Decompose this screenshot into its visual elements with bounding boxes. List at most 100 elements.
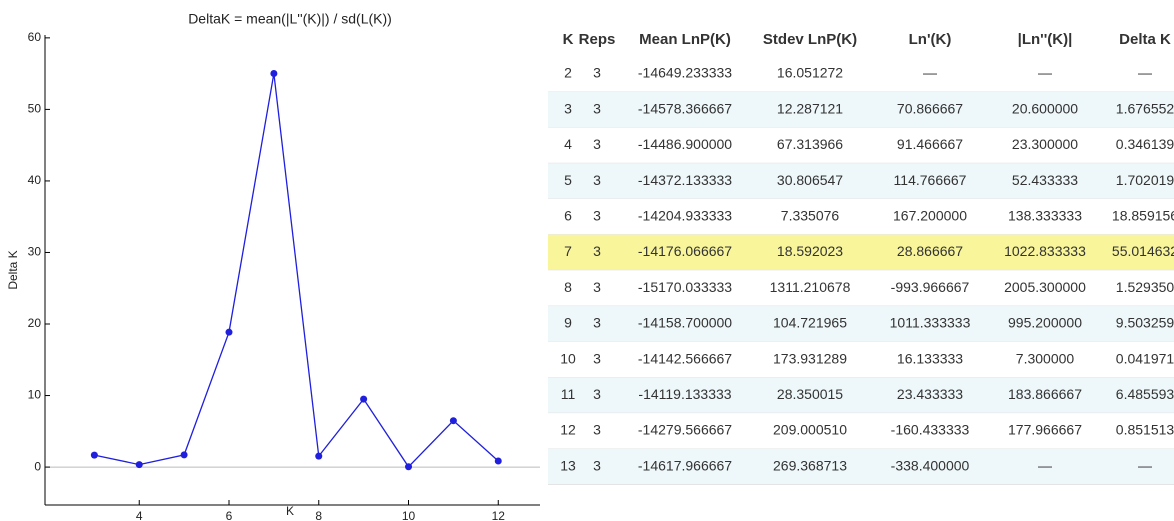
table-cell: 67.313966 xyxy=(777,136,843,152)
x-tick-label: 10 xyxy=(402,509,416,521)
table-row xyxy=(548,234,1174,271)
table-cell: -14617.966667 xyxy=(638,457,732,473)
table-cell: -14649.233333 xyxy=(638,65,732,81)
table-header: Reps xyxy=(579,31,616,48)
table-cell: 104.721965 xyxy=(773,315,847,331)
table-cell: 1022.833333 xyxy=(1004,243,1086,259)
table-cell: 173.931289 xyxy=(773,350,847,366)
table-cell: 5 xyxy=(564,172,572,188)
x-tick-label: 4 xyxy=(136,509,143,521)
table-cell: 4 xyxy=(564,136,572,152)
table-cell: 177.966667 xyxy=(1008,422,1082,438)
table-cell: 11 xyxy=(561,386,576,402)
table-cell: 9.503259 xyxy=(1116,315,1174,331)
chart-title: DeltaK = mean(|L''(K)|) / sd(L(K)) xyxy=(188,11,392,27)
x-tick-label: 12 xyxy=(492,509,506,521)
table-cell: 28.866667 xyxy=(897,243,963,259)
table-row xyxy=(548,306,1174,342)
table-cell: 1011.333333 xyxy=(890,315,971,331)
table-row xyxy=(548,198,1174,235)
table-cell: 1.702019 xyxy=(1116,172,1174,188)
table-row xyxy=(548,91,1174,128)
x-tick-label: 8 xyxy=(315,509,322,521)
table-cell: 16.051272 xyxy=(777,65,843,81)
table-cell: 3 xyxy=(593,172,601,188)
table-cell: 2 xyxy=(564,65,572,81)
table-cell: 3 xyxy=(593,100,601,116)
table-cell: 30.806547 xyxy=(777,172,843,188)
table-cell: -14119.133333 xyxy=(638,386,731,402)
table-cell: 3 xyxy=(593,350,601,366)
table-cell: — xyxy=(1038,457,1052,473)
table-header: Ln'(K) xyxy=(909,31,952,48)
table-row xyxy=(548,377,1174,414)
table-header: Mean LnP(K) xyxy=(639,31,731,48)
table-cell: 9 xyxy=(564,315,572,331)
y-tick-label: 50 xyxy=(28,102,42,116)
y-tick-label: 10 xyxy=(28,388,42,402)
table-cell: 18.859156 xyxy=(1112,208,1174,224)
table-cell: 1.676552 xyxy=(1116,100,1174,116)
point xyxy=(360,395,368,403)
table-row xyxy=(548,127,1174,164)
table-cell: 6 xyxy=(564,208,572,224)
table-header: |Ln''(K)| xyxy=(1018,31,1073,48)
table-cell: 3 xyxy=(593,422,601,438)
table-cell: 12.287121 xyxy=(777,100,843,116)
table-header: Delta K xyxy=(1119,31,1171,48)
point xyxy=(225,328,233,336)
table-cell: 167.200000 xyxy=(893,208,967,224)
table-row xyxy=(548,448,1174,485)
table-cell: 28.350015 xyxy=(777,386,843,402)
table-cell: 1.529350 xyxy=(1116,279,1174,295)
table-cell: 2005.300000 xyxy=(1004,279,1086,295)
table-cell: 8 xyxy=(564,279,572,295)
point xyxy=(270,70,278,78)
point xyxy=(494,457,502,465)
table-header: K xyxy=(563,31,574,48)
point xyxy=(449,417,457,425)
x-axis-label: K xyxy=(286,504,294,518)
table-cell: 3 xyxy=(593,315,601,331)
table-cell: — xyxy=(923,65,937,81)
table-cell: — xyxy=(1138,457,1152,473)
point xyxy=(315,452,323,460)
table-cell: -14158.700000 xyxy=(638,315,732,331)
table-cell: — xyxy=(1138,65,1152,81)
table-cell: 0.346139 xyxy=(1116,136,1174,152)
table-cell: 3 xyxy=(593,279,601,295)
y-tick-label: 20 xyxy=(28,316,42,330)
table-row xyxy=(548,270,1174,307)
table-cell: -14486.900000 xyxy=(638,136,732,152)
table-cell: 3 xyxy=(593,208,601,224)
table-cell: -14372.133333 xyxy=(638,172,732,188)
table-cell: 20.600000 xyxy=(1012,100,1078,116)
table-cell: 209.000510 xyxy=(773,422,847,438)
table-cell: -160.433333 xyxy=(891,422,970,438)
y-tick-label: 0 xyxy=(34,459,41,473)
table-cell: 269.368713 xyxy=(773,457,847,473)
table-cell: 70.866667 xyxy=(897,100,963,116)
table-cell: 52.433333 xyxy=(1012,172,1078,188)
table-cell: 3 xyxy=(593,65,601,81)
table-cell: 18.592023 xyxy=(777,243,843,259)
table-row xyxy=(548,56,1174,92)
table-cell: 3 xyxy=(593,457,601,473)
table-row xyxy=(548,341,1174,378)
y-tick-label: 40 xyxy=(28,173,42,187)
table-cell: -14176.066667 xyxy=(638,243,732,259)
table-cell: 16.133333 xyxy=(897,350,963,366)
table-cell: -14578.366667 xyxy=(638,100,732,116)
table-cell: 3 xyxy=(564,100,572,116)
table-cell: 7.335076 xyxy=(781,208,840,224)
point xyxy=(135,461,143,469)
table-cell: -15170.033333 xyxy=(638,279,732,295)
table-cell: 114.766667 xyxy=(894,172,967,188)
table-cell: 23.433333 xyxy=(897,386,963,402)
point xyxy=(180,451,188,459)
table-cell: 12 xyxy=(560,422,576,438)
table-cell: -14279.566667 xyxy=(638,422,732,438)
table-cell: 23.300000 xyxy=(1012,136,1078,152)
table-cell: 183.866667 xyxy=(1008,386,1082,402)
point xyxy=(405,463,413,471)
